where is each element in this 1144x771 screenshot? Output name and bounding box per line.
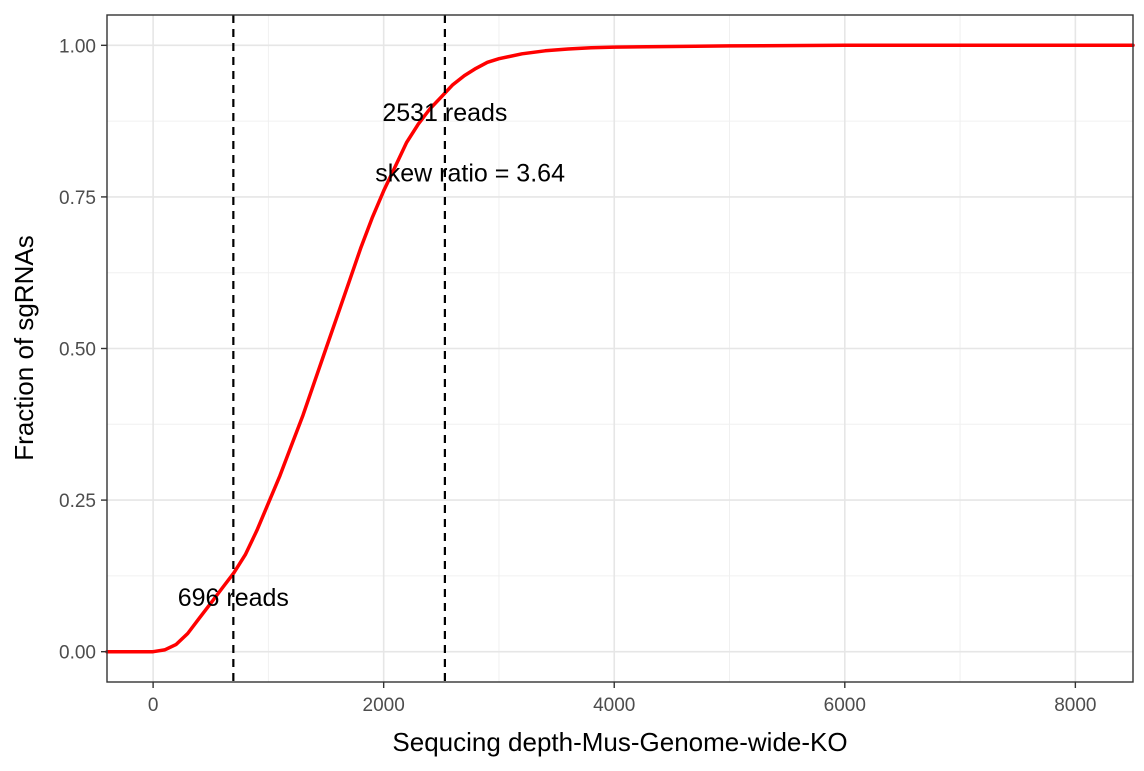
y-tick-label-4: 1.00 (59, 36, 96, 57)
x-tick-label-0: 0 (148, 695, 159, 716)
vline-label-1: 2531 reads (382, 99, 507, 127)
y-tick-label-0: 0.00 (59, 643, 96, 664)
y-axis-ticks: 0.00 0.25 0.50 0.75 1.00 (59, 36, 107, 664)
y-tick-label-3: 0.75 (59, 188, 96, 209)
y-axis-title: Fraction of sgRNAs (9, 235, 39, 460)
data-line (105, 43, 1135, 654)
vline-label-0: 696 reads (178, 584, 289, 612)
skew-ratio-annotation: skew ratio = 3.64 (375, 160, 565, 188)
x-tick-label-3: 6000 (824, 695, 866, 716)
x-tick-label-4: 8000 (1054, 695, 1096, 716)
x-tick-label-1: 2000 (363, 695, 405, 716)
series-line-0 (105, 43, 1135, 654)
annotations: 696 reads 2531 reads skew ratio = 3.64 (178, 99, 565, 612)
x-axis-title: Sequcing depth-Mus-Genome-wide-KO (392, 727, 847, 757)
x-axis-ticks: 0 2000 4000 6000 8000 (148, 682, 1097, 716)
y-tick-label-1: 0.25 (59, 491, 96, 512)
x-tick-label-2: 4000 (593, 695, 635, 716)
y-tick-label-2: 0.50 (59, 340, 96, 361)
grid-major (107, 15, 1133, 682)
